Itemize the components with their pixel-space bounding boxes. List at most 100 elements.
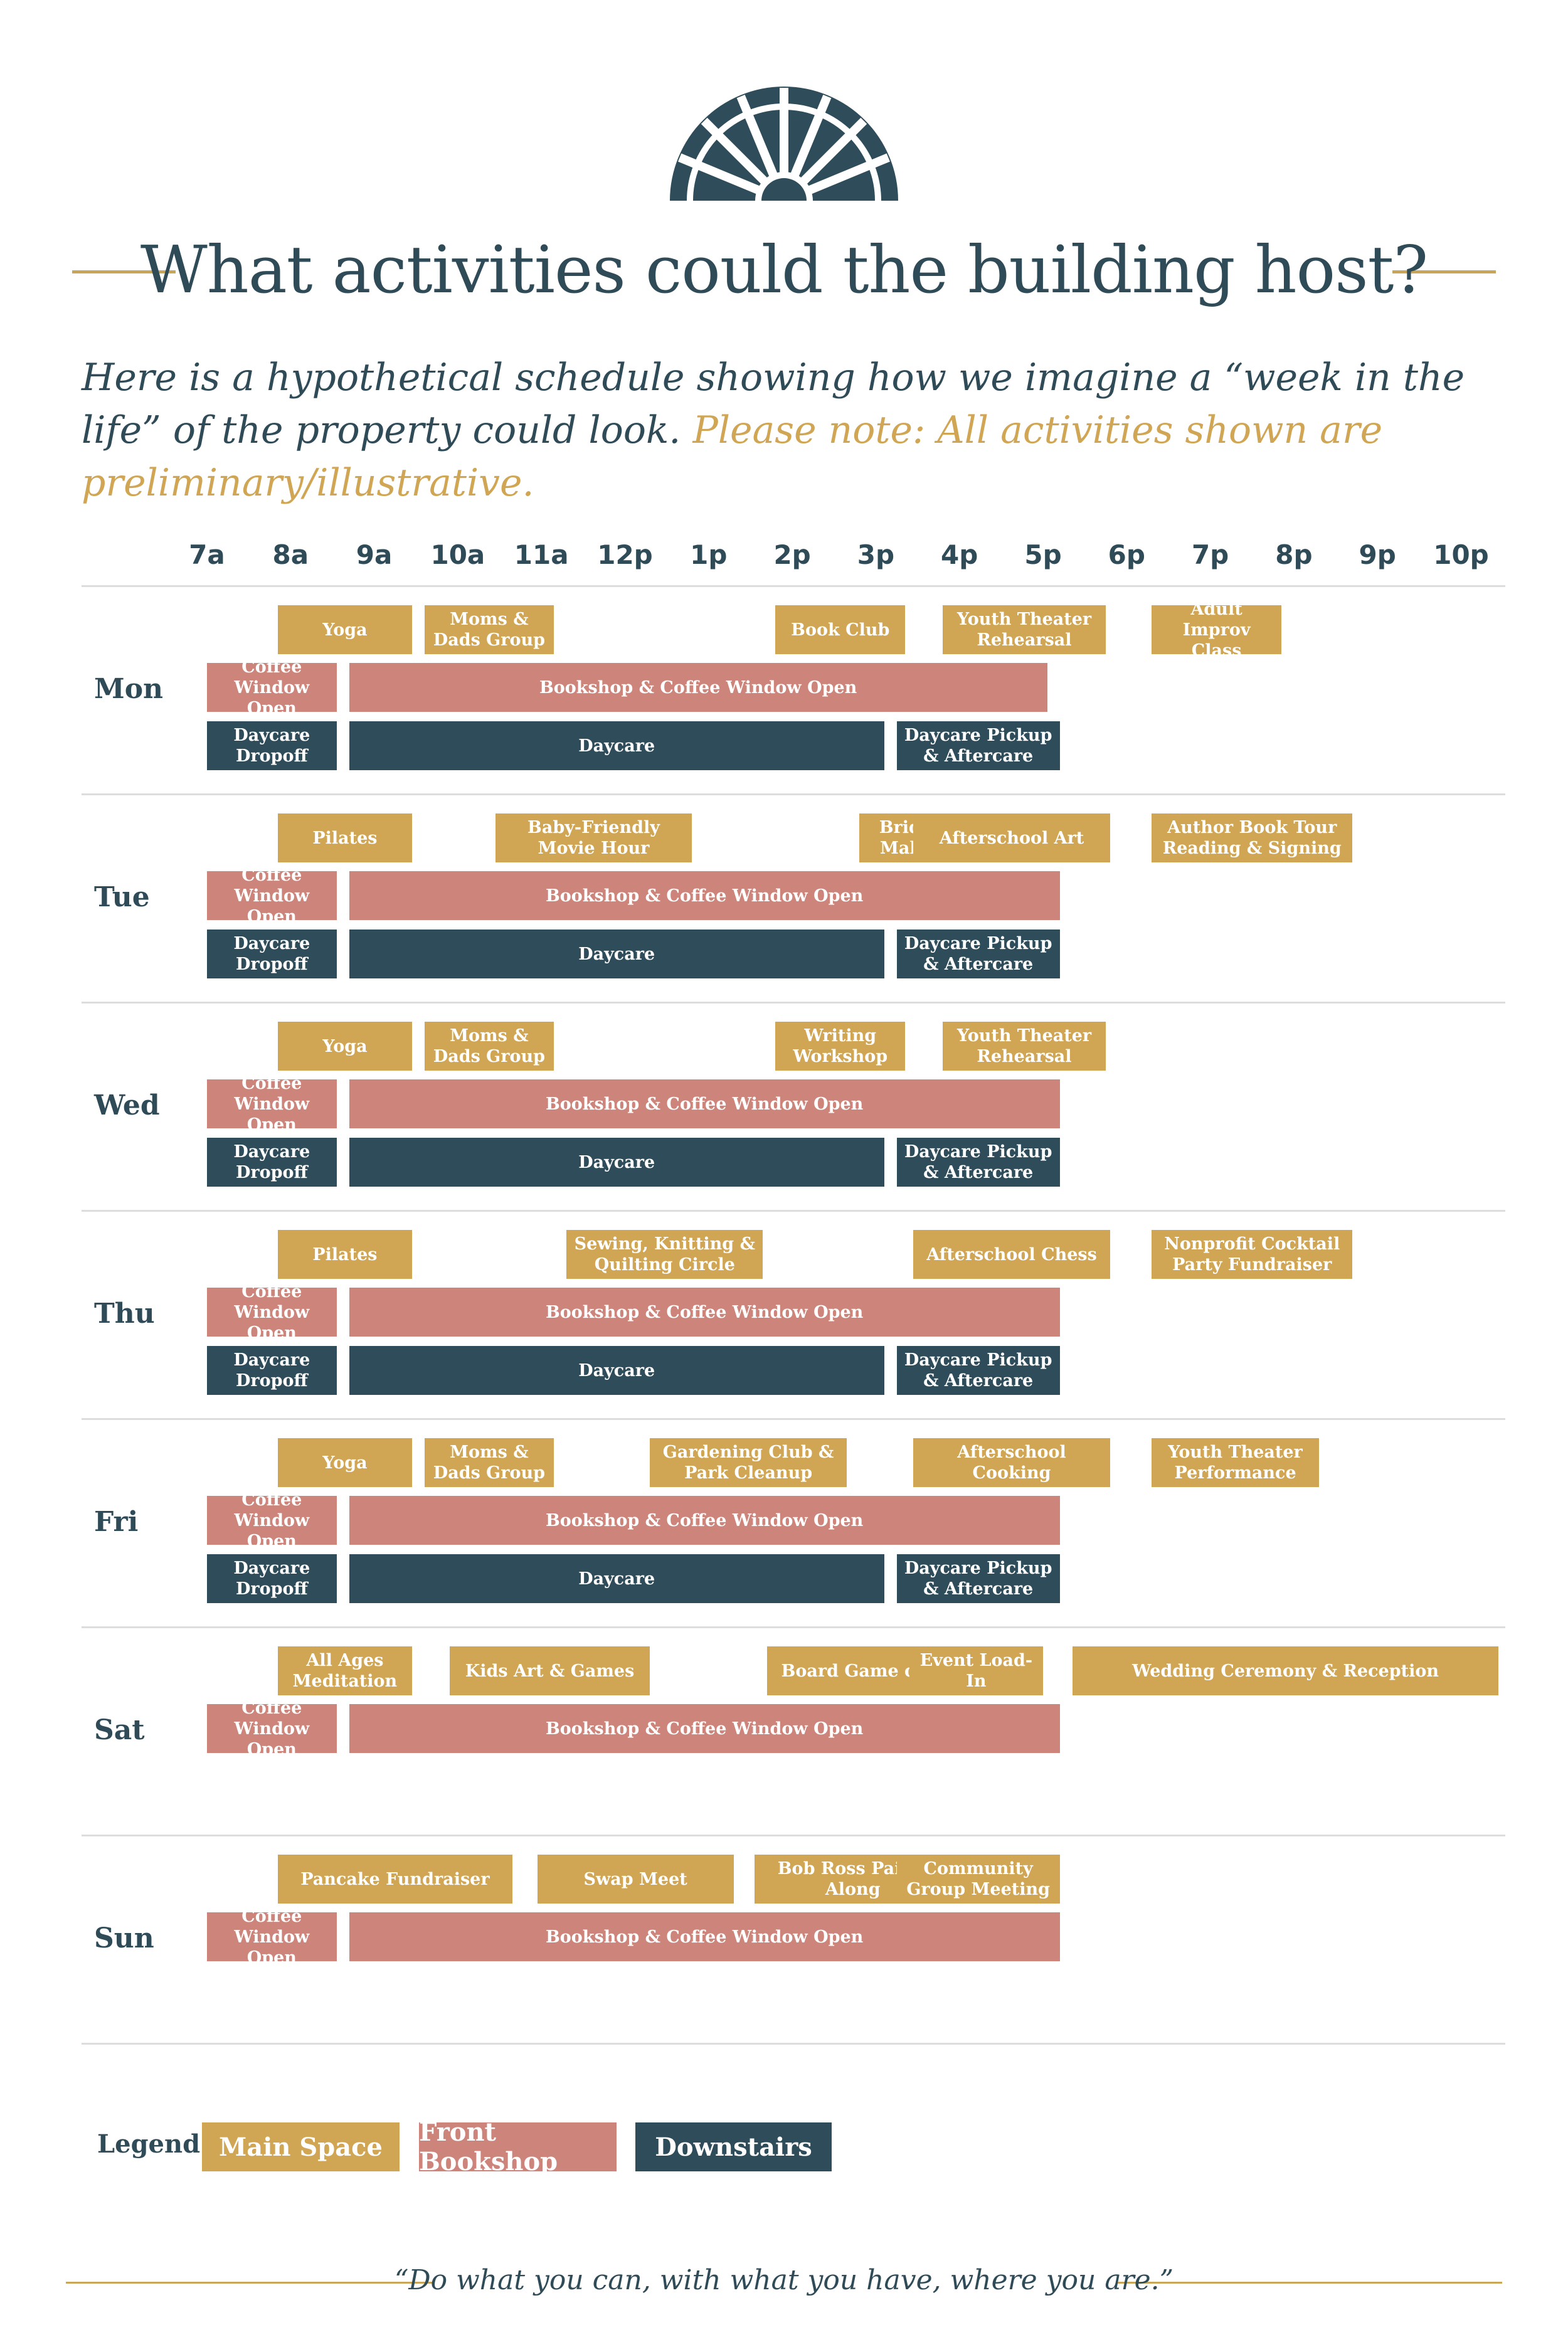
- day-separator: [82, 1835, 1505, 1836]
- event-block: Writing Workshop: [775, 1022, 906, 1071]
- event-block: Coffee Window Open: [207, 663, 337, 712]
- time-label: 5p: [1024, 539, 1062, 570]
- event-block: Daycare Dropoff: [207, 930, 337, 978]
- day-separator: [82, 2043, 1505, 2045]
- time-label: 11a: [514, 539, 569, 570]
- event-block: Daycare Dropoff: [207, 1554, 337, 1603]
- event-block: Swap Meet: [537, 1855, 734, 1904]
- time-label: 10a: [430, 539, 485, 570]
- event-block: Book Club: [775, 605, 906, 654]
- event-block: Coffee Window Open: [207, 1079, 337, 1128]
- day-separator: [82, 1626, 1505, 1628]
- event-block: Youth Theater Performance: [1152, 1438, 1319, 1487]
- time-label: 7a: [189, 539, 225, 570]
- event-block: Coffee Window Open: [207, 871, 337, 920]
- time-label: 2p: [773, 539, 811, 570]
- event-block: Bookshop & Coffee Window Open: [349, 1079, 1060, 1128]
- event-block: Bookshop & Coffee Window Open: [349, 663, 1047, 712]
- event-block: Event Load-In: [909, 1646, 1043, 1695]
- event-block: Bookshop & Coffee Window Open: [349, 1496, 1060, 1545]
- footer-quote: “Do what you can, with what you have, wh…: [394, 2264, 1174, 2296]
- intro-paragraph: Here is a hypothetical schedule showing …: [82, 351, 1524, 509]
- time-label: 6p: [1108, 539, 1145, 570]
- title-rule-left: [72, 270, 176, 273]
- legend-front-bookshop: Front Bookshop: [419, 2117, 617, 2176]
- event-block: Yoga: [278, 605, 412, 654]
- event-block: Coffee Window Open: [207, 1496, 337, 1545]
- day-separator: [82, 793, 1505, 795]
- event-block: Author Book Tour Reading & Signing: [1152, 813, 1353, 862]
- day-separator: [82, 1210, 1505, 1212]
- legend-label: Legend:: [97, 2129, 209, 2159]
- event-block: Daycare: [349, 1138, 884, 1187]
- intro-text: Here is a hypothetical schedule showing …: [82, 356, 1465, 452]
- time-label: 4p: [941, 539, 978, 570]
- event-block: Daycare: [349, 1346, 884, 1395]
- event-block: Community Group Meeting: [896, 1855, 1060, 1904]
- event-block: Daycare: [349, 1554, 884, 1603]
- day-label-sat: Sat: [94, 1714, 145, 1746]
- time-label: 9a: [356, 539, 393, 570]
- time-label: 7p: [1191, 539, 1229, 570]
- time-label: 8p: [1275, 539, 1313, 570]
- day-separator: [82, 1002, 1505, 1004]
- event-block: Pilates: [278, 1230, 412, 1279]
- event-block: Coffee Window Open: [207, 1288, 337, 1337]
- event-block: Yoga: [278, 1438, 412, 1487]
- event-block: Kids Art & Games: [449, 1646, 650, 1695]
- day-separator: [82, 1418, 1505, 1420]
- event-block: Moms & Dads Group: [424, 1438, 554, 1487]
- day-label-tue: Tue: [94, 881, 150, 913]
- event-block: Moms & Dads Group: [424, 1022, 554, 1071]
- event-block: Daycare Pickup & Aftercare: [896, 721, 1060, 770]
- event-block: Daycare Dropoff: [207, 1138, 337, 1187]
- intro-note: Please note: All activities shown are pr…: [82, 408, 1383, 505]
- event-block: Gardening Club & Park Cleanup: [650, 1438, 847, 1487]
- event-block: Daycare: [349, 930, 884, 978]
- legend-main-space: Main Space: [202, 2122, 400, 2171]
- event-block: Youth Theater Rehearsal: [943, 605, 1106, 654]
- time-label: 1p: [690, 539, 728, 570]
- event-block: Afterschool Cooking: [913, 1438, 1110, 1487]
- event-block: Daycare Pickup & Aftercare: [896, 930, 1060, 978]
- event-block: Daycare Pickup & Aftercare: [896, 1346, 1060, 1395]
- event-block: Bookshop & Coffee Window Open: [349, 1912, 1060, 1961]
- time-label: 3p: [857, 539, 895, 570]
- day-label-fri: Fri: [94, 1506, 139, 1538]
- day-separator: [82, 585, 1505, 587]
- legend-downstairs: Downstairs: [635, 2122, 832, 2171]
- event-block: Coffee Window Open: [207, 1912, 337, 1961]
- event-block: Baby-Friendly Movie Hour: [495, 813, 692, 862]
- event-block: Pancake Fundraiser: [278, 1855, 512, 1904]
- event-block: Nonprofit Cocktail Party Fundraiser: [1152, 1230, 1353, 1279]
- day-label-sun: Sun: [94, 1922, 154, 1954]
- event-block: Afterschool Art: [913, 813, 1110, 862]
- event-block: Daycare Dropoff: [207, 721, 337, 770]
- time-label: 12p: [597, 539, 653, 570]
- time-label: 9p: [1359, 539, 1396, 570]
- event-block: Adult Improv Class: [1152, 605, 1281, 654]
- event-block: Coffee Window Open: [207, 1704, 337, 1753]
- event-block: Bookshop & Coffee Window Open: [349, 871, 1060, 920]
- event-block: Wedding Ceremony & Reception: [1072, 1646, 1499, 1695]
- time-label: 8a: [272, 539, 309, 570]
- day-label-thu: Thu: [94, 1298, 155, 1330]
- day-label-wed: Wed: [94, 1089, 160, 1121]
- fanlight-window-icon: [670, 87, 898, 201]
- event-block: Bookshop & Coffee Window Open: [349, 1288, 1060, 1337]
- event-block: Afterschool Chess: [913, 1230, 1110, 1279]
- event-block: Daycare Pickup & Aftercare: [896, 1554, 1060, 1603]
- page-title: What activities could the building host?: [140, 231, 1428, 308]
- title-rule-right: [1392, 270, 1496, 273]
- event-block: Youth Theater Rehearsal: [943, 1022, 1106, 1071]
- event-block: Yoga: [278, 1022, 412, 1071]
- event-block: Daycare Dropoff: [207, 1346, 337, 1395]
- event-block: Sewing, Knitting & Quilting Circle: [566, 1230, 763, 1279]
- time-label: 10p: [1433, 539, 1489, 570]
- quote-rule-left: [66, 2282, 433, 2284]
- event-block: Moms & Dads Group: [424, 605, 554, 654]
- day-label-mon: Mon: [94, 673, 164, 705]
- event-block: Bookshop & Coffee Window Open: [349, 1704, 1060, 1753]
- event-block: All Ages Meditation: [278, 1646, 412, 1695]
